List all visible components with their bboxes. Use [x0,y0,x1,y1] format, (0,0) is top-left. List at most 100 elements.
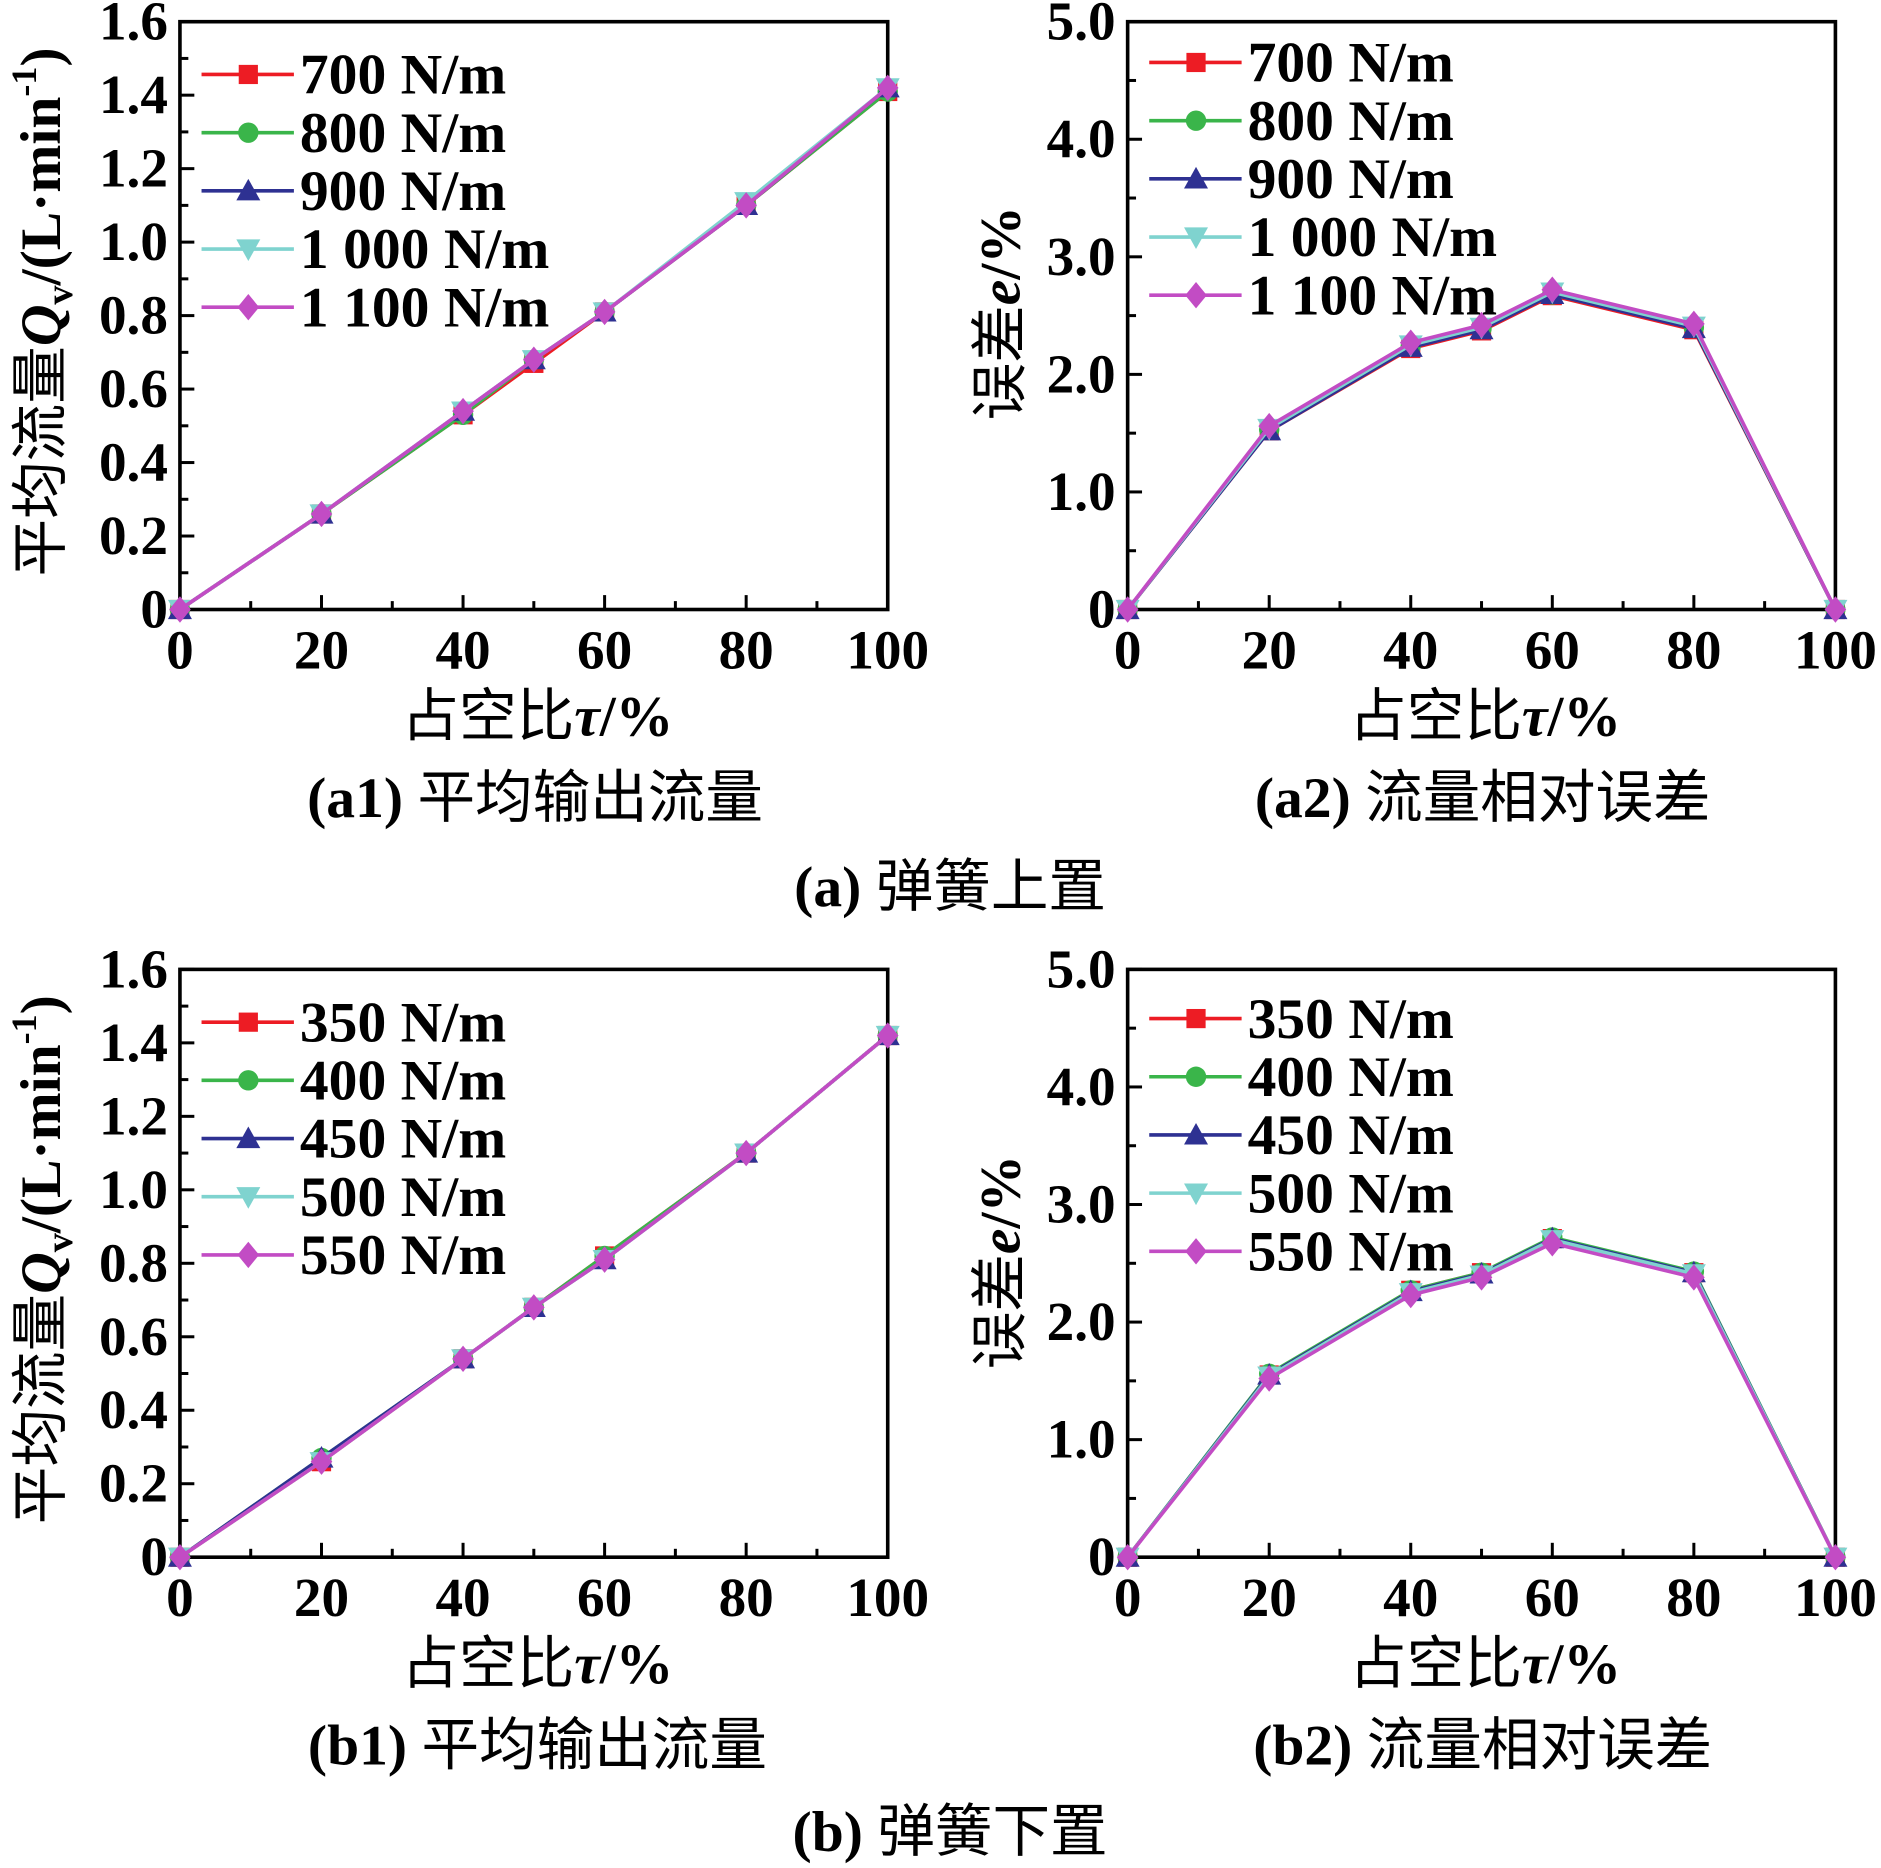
legend-label: 350 N/m [300,991,506,1054]
panel-title: 流量相对误差 [1367,1715,1712,1778]
panel-label: (b1) [308,1715,407,1778]
legend-marker-diamond [1185,1238,1207,1265]
legend-entry-1-100-n-m: 1 100 N/m [201,276,550,339]
legend-label: 400 N/m [1248,1046,1454,1109]
y-axis-title-unit: /% [970,206,1033,281]
y-axis-title-unit: /(L·min [10,97,73,287]
data-point-550-n-m-x0 [1116,1544,1139,1571]
panel-caption: (b1) 平均输出流量 [308,1715,767,1778]
x-tick-label: 40 [1383,1567,1438,1628]
legend-marker-triangle-down [1184,1183,1209,1206]
legend-label: 500 N/m [1248,1162,1454,1225]
legend-label: 550 N/m [1248,1220,1454,1283]
y-axis-title-symbol: Q [10,305,73,347]
group-caption-a: (a) 弹簧上置 [794,856,1106,919]
x-tick-label: 40 [1383,619,1438,680]
legend-marker-circle [238,122,259,143]
data-point-550-n-m-x40 [1399,1281,1422,1309]
legend-marker-triangle-down [236,239,261,262]
plot-frame [1125,19,1838,612]
x-axis-title-symbol: τ [1522,1633,1550,1696]
axis-ticks: 0 20 40 60 80 100 0 1.0 2.0 3.0 4.0 5.0 [1047,0,1877,680]
legend-marker-triangle-down [1184,227,1209,250]
group-caption-b: (b) 弹簧下置 [793,1801,1108,1864]
x-axis-title-text: 占空比 [1349,1633,1522,1696]
legend-label: 400 N/m [300,1050,506,1113]
panel-caption: (a2) 流量相对误差 [1255,767,1711,830]
legend-marker-diamond [1185,282,1207,309]
x-tick-label: 20 [1242,1567,1297,1628]
x-tick-label: 40 [435,1567,490,1628]
legend-marker-diamond [237,1241,260,1269]
data-point-550-n-m-x60 [593,1246,616,1273]
legend-label: 450 N/m [1248,1104,1454,1167]
axis-ticks: 0 20 40 60 80 100 0 0.2 0.4 0.6 0.8 1.0 1.2 1.4 1.6 [99,0,929,680]
x-axis-title-symbol: τ [574,685,602,748]
x-axis-title: 占空比τ/% [401,685,673,748]
y-tick-label: 1.0 [99,1159,168,1220]
panel-label: (a2) [1255,767,1351,830]
legend-entry-350-n-m: 350 N/m [1149,988,1454,1051]
legend-entry-1-100-n-m: 1 100 N/m [1149,264,1497,327]
legend-entry-900-n-m: 900 N/m [201,160,506,223]
y-tick-label: 0.6 [99,1306,168,1367]
legend-marker-square [238,64,258,85]
x-axis-title-text: 占空比 [1349,685,1522,748]
x-tick-label: 40 [435,619,490,680]
panel-title: 平均输出流量 [421,1715,766,1778]
x-tick-label: 60 [577,1567,632,1628]
y-tick-label: 0.2 [99,1453,168,1514]
data-point-1-100-n-m-x60 [593,298,616,326]
group-label: (b) [793,1801,863,1864]
legend-marker-circle [1185,1066,1207,1087]
y-axis-title: 平均流量Qv/(L·min-1) [4,47,81,576]
legend-marker-triangle-up [236,178,261,201]
x-tick-label: 20 [294,1567,349,1628]
y-axis-title-symbol: Q [10,1252,73,1294]
data-point-1-100-n-m-x20 [310,500,333,528]
x-tick-label: 20 [1242,619,1297,680]
legend-entry-1-000-n-m: 1 000 N/m [1149,206,1497,269]
y-axis-title-superscript: -1 [4,1014,44,1044]
legend-entry-800-n-m: 800 N/m [1149,90,1454,153]
legend-label: 450 N/m [300,1108,506,1171]
legend-entry-800-n-m: 800 N/m [201,102,506,165]
legend-marker-diamond [237,294,260,321]
legend-marker-circle [238,1070,259,1091]
panel-label: (b2) [1253,1715,1352,1778]
legend-label: 500 N/m [300,1166,506,1229]
axis-ticks: 0 20 40 60 80 100 0 0.2 0.4 0.6 0.8 1.0 1.2 1.4 1.6 [99,938,929,1628]
panel-a1: 0 20 40 60 80 100 0 0.2 0.4 0.6 0.8 1.0 1.2 1.4 1.6 700… [4,0,929,830]
x-axis-title: 占空比τ/% [401,1633,673,1696]
y-axis-title-text: 平均流量 [10,1294,73,1524]
x-tick-label: 100 [1794,619,1877,680]
data-point-1-100-n-m-x80 [1683,310,1705,338]
legend-label: 1 100 N/m [300,276,550,339]
panel-caption: (b2) 流量相对误差 [1253,1715,1712,1778]
legend-marker-triangle-down [236,1187,261,1209]
x-axis-title-unit: /% [1546,1633,1621,1696]
x-tick-label: 60 [1525,1567,1580,1628]
y-tick-label: 1.2 [99,138,168,199]
x-tick-label: 100 [1794,1567,1877,1628]
y-tick-label: 0.4 [99,1379,168,1440]
legend-marker-square [1186,52,1206,73]
y-axis-title-symbol: e [970,1229,1033,1255]
y-axis-title-text: 误差 [970,305,1033,420]
legend-marker-square [238,1012,258,1032]
legend-label: 1 000 N/m [300,218,550,281]
y-axis-title-close: ) [10,995,73,1014]
legend-label: 900 N/m [300,160,506,223]
legend-label: 550 N/m [300,1224,506,1287]
panel-b1: 0 20 40 60 80 100 0 0.2 0.4 0.6 0.8 1.0 1.2 1.4 1.6 350… [4,938,929,1777]
y-tick-label: 0.4 [99,432,168,493]
y-axis-title: 平均流量Qv/(L·min-1) [4,995,81,1524]
legend-entry-500-n-m: 500 N/m [201,1166,506,1229]
x-axis-title-symbol: τ [1522,685,1550,748]
